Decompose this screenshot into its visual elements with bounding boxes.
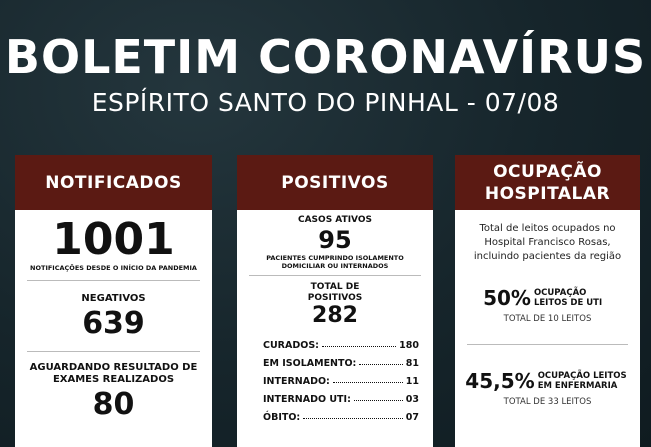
card-header: POSITIVOS [237,155,433,210]
breakdown-row: CURADOS: 180 [263,333,419,351]
positives-card: POSITIVOS CASOS ATIVOS 95 PACIENTES CUMP… [237,155,433,447]
breakdown-row: EM ISOLAMENTO: 81 [263,351,419,369]
row-value: 180 [399,340,419,351]
awaiting-count: 80 [92,387,135,422]
dot-leader [321,346,397,347]
dot-leader [359,364,403,365]
dot-leader [303,418,403,419]
notified-count: 1001 [52,214,175,265]
card-header: NOTIFICADOS [15,155,212,210]
ward-percent: 45,5% [465,369,535,393]
notified-card: NOTIFICADOS 1001 NOTIFICAÇÕES DESDE O IN… [15,155,212,447]
ward-total: TOTAL DE 33 LEITOS [503,397,592,407]
row-label: EM ISOLAMENTO: [263,358,357,369]
separator [27,280,200,281]
uti-total: TOTAL DE 10 LEITOS [503,314,592,324]
ward-occupancy: 45,5% OCUPAÇÃO LEITOS EM ENFERMARIA [455,369,640,393]
uti-percent: 50% [483,286,531,310]
active-label: CASOS ATIVOS [297,215,372,225]
subtitle: ESPÍRITO SANTO DO PINHAL - 07/08 [91,88,560,117]
dot-leader [332,382,403,383]
separator [249,275,421,276]
breakdown: CURADOS: 180 EM ISOLAMENTO: 81 INTERNADO: 11 I… [237,333,433,423]
negatives-label: NEGATIVOS [81,293,146,304]
uti-occupancy: 50% OCUPAÇÃO LEITOS DE UTI [455,286,640,310]
card-header: OCUPAÇÃO HOSPITALAR [455,155,640,210]
ward-label: OCUPAÇÃO LEITOS EM ENFERMARIA [537,371,627,391]
awaiting-label: AGUARDANDO RESULTADO DE EXAMES REALIZADO… [29,362,198,385]
row-value: 03 [405,394,419,405]
negatives-count: 639 [82,306,145,341]
breakdown-row: ÓBITO: 07 [263,405,419,423]
row-value: 11 [405,376,419,387]
dot-leader [353,400,403,401]
hospital-card: OCUPAÇÃO HOSPITALAR Total de leitos ocup… [455,155,640,447]
separator [467,344,628,345]
hospital-intro: Total de leitos ocupados no Hospital Fra… [473,223,622,262]
row-label: INTERNADO: [263,376,330,387]
row-label: ÓBITO: [263,412,301,423]
row-value: 07 [405,412,419,423]
row-label: CURADOS: [263,340,319,351]
total-label: TOTAL DE POSITIVOS [307,282,363,303]
breakdown-row: INTERNADO: 11 [263,369,419,387]
separator [27,351,200,352]
active-count: 95 [318,226,352,254]
title: BOLETIM CORONAVÍRUS [4,30,647,84]
active-note: PACIENTES CUMPRINDO ISOLAMENTO DOMICILIA… [266,254,404,270]
notified-note: NOTIFICAÇÕES DESDE O INÍCIO DA PANDEMIA [30,264,197,272]
uti-label: OCUPAÇÃO LEITOS DE UTI [533,288,603,308]
row-value: 81 [405,358,419,369]
breakdown-row: INTERNADO UTI: 03 [263,387,419,405]
total-count: 282 [312,303,358,328]
row-label: INTERNADO UTI: [263,394,351,405]
